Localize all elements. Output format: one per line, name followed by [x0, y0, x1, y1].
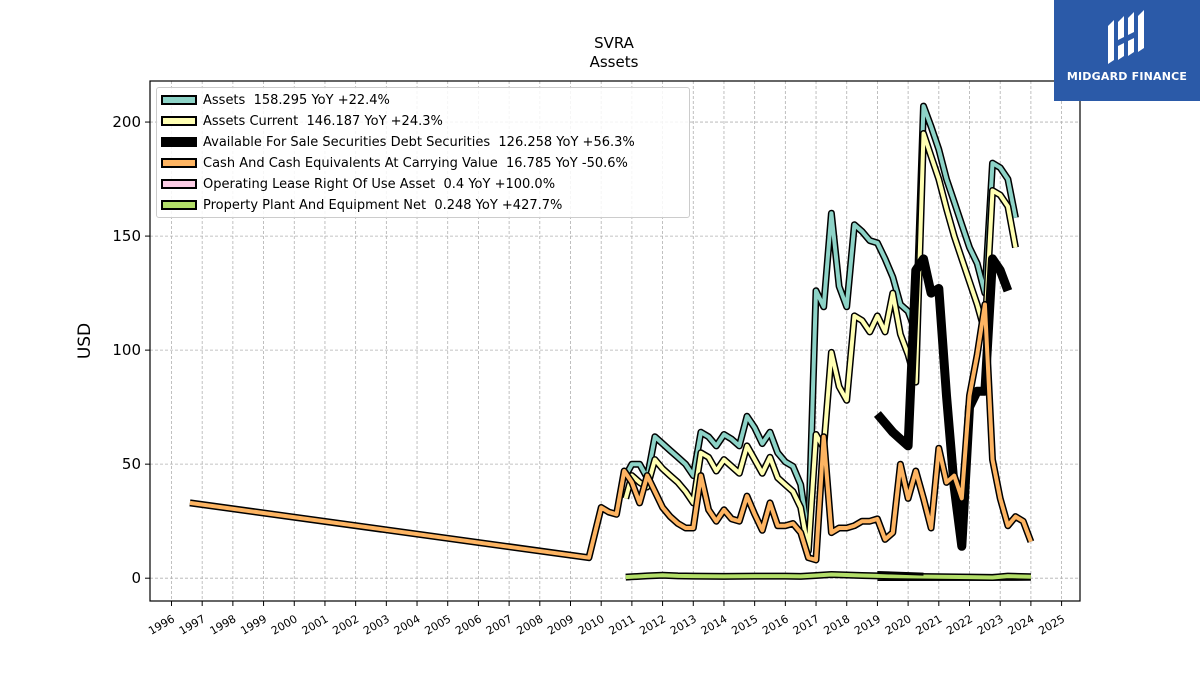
series-line-0 [623, 104, 1018, 540]
legend-item: Operating Lease Right Of Use Asset 0.4 Y… [161, 174, 555, 194]
x-tick-label: 2012 [637, 612, 668, 637]
legend-label: Assets Current 146.187 YoY +24.3% [203, 113, 443, 129]
x-tick-label: 2002 [330, 612, 361, 637]
legend-item: Available For Sale Securities Debt Secur… [161, 132, 635, 152]
chart-legend: Assets 158.295 YoY +22.4% Assets Current … [156, 87, 690, 218]
legend-item: Property Plant And Equipment Net 0.248 Y… [161, 195, 562, 215]
x-tick-label: 2022 [944, 612, 975, 637]
series-layer [189, 102, 1035, 581]
logo-text: MIDGARD FINANCE [1066, 70, 1188, 83]
x-tick-label: 2014 [699, 612, 730, 637]
legend-swatch [161, 158, 197, 168]
legend-item: Assets 158.295 YoY +22.4% [161, 90, 390, 110]
legend-swatch [161, 179, 197, 189]
x-tick-label: 1998 [208, 612, 239, 637]
legend-swatch [161, 116, 197, 126]
x-tick-label: 2004 [392, 612, 423, 637]
x-tick-label: 2023 [975, 612, 1006, 637]
x-tick-label: 2013 [668, 612, 699, 637]
series-extra-segment [877, 571, 924, 576]
x-tick-label: 1997 [177, 612, 208, 637]
x-tick-label: 2020 [883, 612, 914, 637]
series-line-1 [623, 131, 1018, 553]
x-tick-label: 2011 [607, 612, 638, 637]
x-tick-label: 2003 [361, 612, 392, 637]
y-tick-label: 200 [112, 113, 141, 131]
x-tick-label: 2008 [515, 612, 546, 637]
legend-swatch [161, 137, 197, 147]
x-tick-label: 2019 [852, 612, 883, 637]
y-axis-label: USD [75, 323, 95, 359]
y-tick-label: 100 [112, 341, 141, 359]
chart-subtitle: Assets [590, 53, 639, 71]
x-tick-label: 2007 [484, 612, 515, 637]
x-tick-label: 2024 [1006, 612, 1037, 637]
x-tick-label: 2001 [300, 612, 331, 637]
plot-frame [149, 80, 1081, 602]
x-tick-label: 2005 [422, 612, 453, 637]
series-line-3 [189, 302, 1033, 562]
brand-logo: MIDGARD FINANCE [1054, 0, 1200, 101]
x-tick-label: 2025 [1036, 612, 1067, 637]
x-tick-label: 2017 [791, 612, 822, 637]
x-tick-label: 1999 [238, 612, 269, 637]
y-tick-label: 150 [112, 227, 141, 245]
legend-label: Cash And Cash Equivalents At Carrying Va… [203, 155, 628, 171]
x-tick-label: 2006 [453, 612, 484, 637]
x-tick-label: 2000 [269, 612, 300, 637]
legend-swatch [161, 95, 197, 105]
series-line-5 [625, 572, 1031, 580]
legend-item: Cash And Cash Equivalents At Carrying Va… [161, 153, 628, 173]
x-tick-label: 2016 [760, 612, 791, 637]
y-tick-label: 0 [131, 569, 141, 587]
x-tick-label: 2010 [576, 612, 607, 637]
legend-item: Assets Current 146.187 YoY +24.3% [161, 111, 443, 131]
y-tick-label: 50 [122, 455, 141, 473]
legend-label: Property Plant And Equipment Net 0.248 Y… [203, 197, 563, 213]
legend-swatch [161, 200, 197, 210]
x-tick-label: 2009 [545, 612, 576, 637]
legend-label: Assets 158.295 YoY +22.4% [203, 92, 390, 108]
x-tick-label: 2018 [821, 612, 852, 637]
x-tick-label: 2021 [914, 612, 945, 637]
chart-title: SVRA [594, 34, 635, 52]
legend-label: Operating Lease Right Of Use Asset 0.4 Y… [203, 176, 556, 192]
x-tick-label: 1996 [146, 612, 177, 637]
legend-label: Available For Sale Securities Debt Secur… [203, 134, 635, 150]
logo-mark-icon [1108, 10, 1144, 64]
x-tick-label: 2015 [729, 612, 760, 637]
